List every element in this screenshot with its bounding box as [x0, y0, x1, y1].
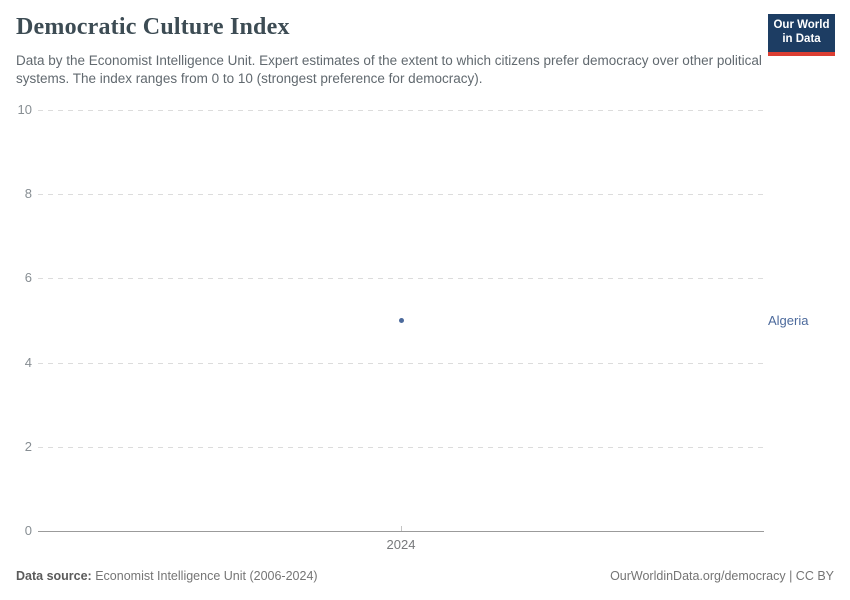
- y-axis-tick-label: 10: [17, 102, 32, 117]
- owid-logo[interactable]: Our World in Data: [768, 14, 835, 56]
- y-axis-tick-label: 0: [24, 523, 32, 538]
- owid-logo-accent-bar: [768, 52, 835, 56]
- gridline: [38, 110, 764, 111]
- footer-datasource-value: Economist Intelligence Unit (2006-2024): [91, 569, 318, 583]
- footer-datasource-label: Data source:: [16, 569, 92, 583]
- x-axis-line: [38, 531, 764, 532]
- entity-label[interactable]: Algeria: [768, 312, 809, 328]
- gridline: [38, 362, 764, 364]
- y-axis-tick-label: 2: [24, 438, 32, 454]
- footer-datasource: Data source: Economist Intelligence Unit…: [16, 569, 318, 583]
- page-title: Democratic Culture Index: [16, 14, 290, 40]
- x-axis-tick-label: 2024: [386, 537, 416, 552]
- owid-logo-line1: Our World: [773, 19, 830, 31]
- gridline: [38, 194, 764, 196]
- gridline: [38, 446, 764, 448]
- owid-logo-line2: in Data: [782, 33, 821, 45]
- y-axis-tick-label: 6: [24, 270, 32, 286]
- x-axis-tick: [401, 526, 402, 531]
- footer-note[interactable]: OurWorldinData.org/democracy | CC BY: [610, 569, 834, 583]
- data-point[interactable]: [398, 318, 404, 323]
- y-axis-tick-label: 8: [24, 186, 32, 202]
- page-subtitle: Data by the Economist Intelligence Unit.…: [16, 53, 762, 86]
- gridline: [38, 278, 764, 280]
- chart-footer: Data source: Economist Intelligence Unit…: [16, 569, 834, 583]
- y-axis-tick-label: 4: [24, 354, 32, 370]
